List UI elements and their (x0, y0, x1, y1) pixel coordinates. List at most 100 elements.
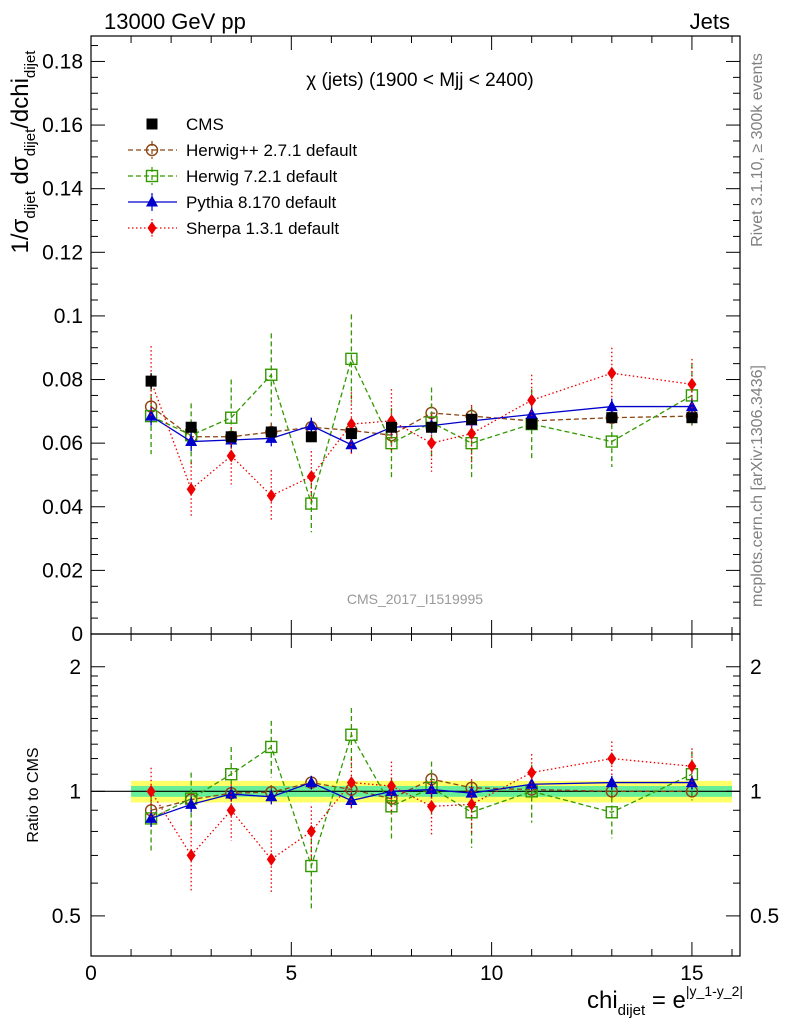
y-tick-label: 0.04 (42, 496, 83, 519)
legend-item: Pythia 8.170 default (128, 193, 337, 212)
legend-item: Herwig 7.2.1 default (128, 167, 337, 186)
main-data-point (426, 421, 438, 433)
y-tick-label: 0.1 (54, 305, 83, 328)
y-tick-label: 0.16 (42, 114, 83, 137)
ratio-y-tick-label: 0.5 (52, 905, 81, 928)
main-data-point (467, 427, 477, 441)
ratio-data-point (266, 852, 276, 866)
main-data-point (266, 489, 276, 503)
main-series-line (150, 406, 692, 438)
main-data-point (305, 419, 318, 431)
legend-label: CMS (186, 115, 224, 134)
side-text-bottom: mcplots.cern.ch [arXiv:1306.3436] (749, 365, 766, 607)
y-tick-label: 0 (71, 623, 83, 646)
ratio-ticks: 0 5 10 15 0.5 0.5 1 1 2 2 (52, 634, 779, 985)
ratio-data-point (527, 766, 537, 780)
header-category: Jets (690, 9, 730, 34)
main-data-point (427, 436, 437, 450)
ratio-y-tick-label-right: 0.5 (750, 905, 779, 928)
y-tick-label: 0.12 (42, 241, 83, 264)
x-axis-label: chidijet = e|y_1-y_2| (587, 983, 743, 1019)
ratio-y-axis-label: Ratio to CMS (25, 747, 42, 842)
main-data-point (225, 431, 237, 443)
ratio-data-point (185, 797, 198, 809)
main-data (144, 314, 699, 533)
ratio-data-point (265, 740, 278, 754)
x-tick-label: 0 (85, 962, 97, 985)
legend-item: Sherpa 1.3.1 default (128, 219, 339, 238)
ratio-data-point (306, 824, 316, 838)
main-series-sherpa (146, 346, 697, 522)
main-data-point (185, 421, 197, 433)
ratio-y-tick-label-right: 2 (750, 656, 762, 679)
ratio-data-point (425, 783, 438, 795)
main-data-point (185, 435, 198, 447)
main-plot-title: χ (jets) (1900 < Mjj < 2400) (306, 70, 534, 91)
y-tick-label: 0.08 (42, 369, 83, 392)
legend-marker (145, 169, 159, 183)
x-tick-label: 10 (480, 962, 503, 985)
main-data-point (225, 411, 238, 424)
ratio-data-point (305, 859, 318, 873)
main-series-line (150, 372, 693, 497)
main-data-point (685, 400, 698, 412)
ratio-data-point (427, 799, 437, 813)
legend-item: Herwig++ 2.7.1 default (128, 141, 357, 160)
watermark: CMS_2017_I1519995 (347, 591, 483, 607)
main-data-point (186, 482, 196, 496)
legend-label: Herwig 7.2.1 default (186, 167, 337, 186)
y-tick-label: 0.02 (42, 559, 83, 582)
main-data-point (385, 436, 398, 450)
main-data-point (346, 417, 356, 431)
legend-marker (146, 118, 158, 130)
main-data-point (306, 470, 316, 484)
ratio-data-point (145, 811, 158, 823)
main-data-point (345, 352, 358, 366)
main-panel: 0 0.02 0.04 0.06 0.08 0.1 0.12 0.14 0.16 0.18 χ (… (7, 35, 741, 646)
main-data-point (606, 412, 618, 424)
y-tick-label: 0.14 (42, 178, 83, 201)
ratio-data-point (346, 776, 356, 790)
main-data-point (526, 418, 538, 430)
ratio-data-point (605, 806, 619, 819)
main-data-point (687, 377, 697, 391)
header-energy: 13000 GeV pp (104, 9, 246, 34)
legend: CMS Herwig++ 2.7.1 default Herwig 7.2.1 de… (128, 115, 357, 238)
ratio-data-point (305, 776, 318, 788)
ratio-y-tick-label-right: 1 (750, 780, 762, 803)
y-tick-label: 0.18 (42, 50, 83, 73)
x-tick-label: 5 (285, 962, 297, 985)
main-data-point (527, 393, 537, 407)
legend-marker (145, 143, 159, 157)
main-data-point (605, 435, 619, 448)
main-data-point (345, 428, 357, 440)
legend-item: CMS (146, 115, 224, 134)
main-data-point (607, 366, 617, 380)
x-tick-label: 15 (680, 962, 703, 985)
main-data-point (305, 431, 317, 443)
y-tick-label: 0.06 (42, 432, 83, 455)
ratio-data-point (186, 848, 196, 862)
main-data-point (686, 412, 698, 424)
main-data-point (605, 400, 618, 412)
ratio-data-point (467, 797, 477, 811)
main-data-point (265, 368, 278, 381)
ratio-data-point (386, 779, 396, 793)
main-data-point (345, 438, 358, 450)
ratio-data-point (146, 784, 156, 798)
main-data-point (145, 375, 157, 387)
ratio-data-point (265, 790, 278, 802)
ratio-data-point (345, 728, 358, 741)
main-data-point (385, 421, 397, 433)
main-data-point (466, 413, 478, 425)
side-text-top: Rivet 3.1.10, ≥ 300k events (749, 53, 766, 247)
main-data-point (226, 449, 236, 463)
ratio-data-point (605, 776, 618, 788)
ratio-frame (90, 633, 741, 957)
legend-label: Pythia 8.170 default (186, 193, 337, 212)
ratio-data-point (687, 759, 697, 773)
ratio-data-point (226, 803, 236, 817)
main-series-line (150, 357, 693, 506)
main-data-point (525, 408, 538, 420)
